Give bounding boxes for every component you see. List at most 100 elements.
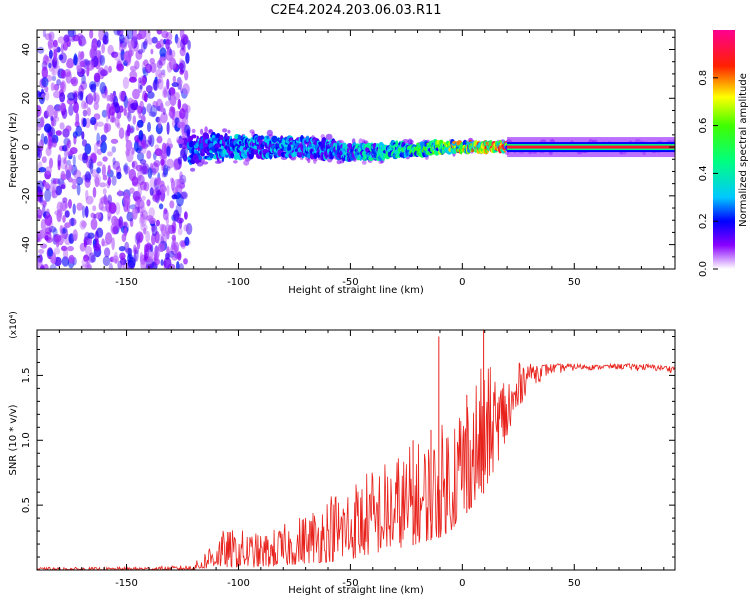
heatmap-cell [112,90,116,97]
heatmap-cell [41,93,45,99]
heatmap-cell [42,200,47,208]
heatmap-cell [243,159,250,166]
heatmap-cell [184,236,190,246]
heatmap-cell [101,109,108,118]
heatmap-cell [260,135,264,140]
spectrogram-y-tick-label: -20 [21,188,32,204]
heatmap-cell [136,152,145,162]
heatmap-cell [57,208,63,218]
snr-axes: -150 -100 -50 0 50 0.5 1.0 1.5 [21,330,675,589]
heatmap-cell [147,121,151,133]
heatmap-cell [44,85,49,93]
heatmap-cell [145,63,152,74]
heatmap-cell [42,30,46,38]
heatmap-cell [60,81,65,91]
heatmap-cell [187,40,191,50]
heatmap-cell [107,164,111,175]
heatmap-cell [127,111,132,122]
heatmap-cell [140,223,148,232]
heatmap-cell [98,201,104,211]
heatmap-cell [128,49,133,59]
heatmap-cell [87,232,95,239]
heatmap-cell [95,212,102,220]
heatmap-cell [161,172,166,178]
heatmap-cell [143,227,147,235]
heatmap-cell [153,160,161,167]
heatmap-cell [65,60,74,69]
heatmap-cell [80,80,88,90]
heatmap-cell [111,215,118,226]
heatmap-cell [41,156,47,164]
heatmap-cell [83,254,90,262]
spectrogram-y-tick-label: 0 [21,144,32,150]
heatmap-cell [51,75,57,82]
heatmap-cell [238,141,242,145]
heatmap-cell [182,36,188,46]
heatmap-cell [76,64,82,73]
heatmap-cell [147,167,153,179]
heatmap-cell [151,162,160,174]
heatmap-cell [96,161,103,167]
colorbar-tick-label: 0.4 [698,165,709,181]
heatmap-cell [44,33,52,41]
heatmap-cell [137,174,145,186]
heatmap-cell [184,211,188,220]
heatmap-cell [142,40,148,50]
heatmap-cell [58,54,64,61]
heatmap-cell [107,151,113,157]
heatmap-cell [160,158,165,166]
heatmap-cell [99,69,108,77]
heatmap-cell [99,54,106,66]
heatmap-cell [214,160,222,164]
heatmap-cell [181,132,187,138]
heatmap-cell [123,226,128,237]
heatmap-cell [144,92,148,103]
heatmap-cell [156,135,163,144]
heatmap-cell [137,119,144,128]
heatmap-cell [40,116,45,128]
heatmap-cell [100,134,107,142]
heatmap-cell [139,252,143,262]
heatmap-cell [44,91,50,101]
heatmap-cell [102,255,111,267]
heatmap-cell [219,134,224,141]
heatmap-cell [161,69,166,76]
heatmap-cell [37,208,43,219]
heatmap-cell [189,140,195,148]
heatmap-cell [75,176,84,186]
heatmap-cell [173,92,180,100]
heatmap-cell [111,255,120,263]
heatmap-cell [44,227,52,235]
heatmap-cell [179,148,186,159]
heatmap-cell [159,56,166,66]
heatmap-cell [242,149,245,155]
heatmap-cell [107,211,112,220]
heatmap-cell [146,199,151,207]
heatmap-cell [52,185,56,199]
heatmap-cell [38,167,47,173]
heatmap-cell [147,256,154,265]
heatmap-cell [148,207,155,218]
heatmap-cell [50,115,54,121]
heatmap-cell [48,62,52,69]
heatmap-cell [43,123,52,133]
heatmap-cell [284,152,290,158]
heatmap-cell [114,115,120,127]
heatmap-cell [307,157,311,164]
heatmap-cell [178,263,184,269]
heatmap-cell [43,135,48,145]
heatmap-cell [65,125,72,132]
heatmap-cell [227,129,231,134]
heatmap-cell [191,134,197,139]
heatmap-cell [171,178,175,191]
heatmap-cell [82,117,87,128]
heatmap-cell [156,233,164,245]
spectrogram-x-tick-label: -50 [342,277,358,288]
heatmap-cell [64,164,68,173]
heatmap-cell [155,78,162,84]
heatmap-cell [72,154,76,167]
heatmap-cell [96,167,101,174]
heatmap-cell [135,231,144,243]
heatmap-cell [175,203,182,217]
heatmap-cell [325,133,333,141]
